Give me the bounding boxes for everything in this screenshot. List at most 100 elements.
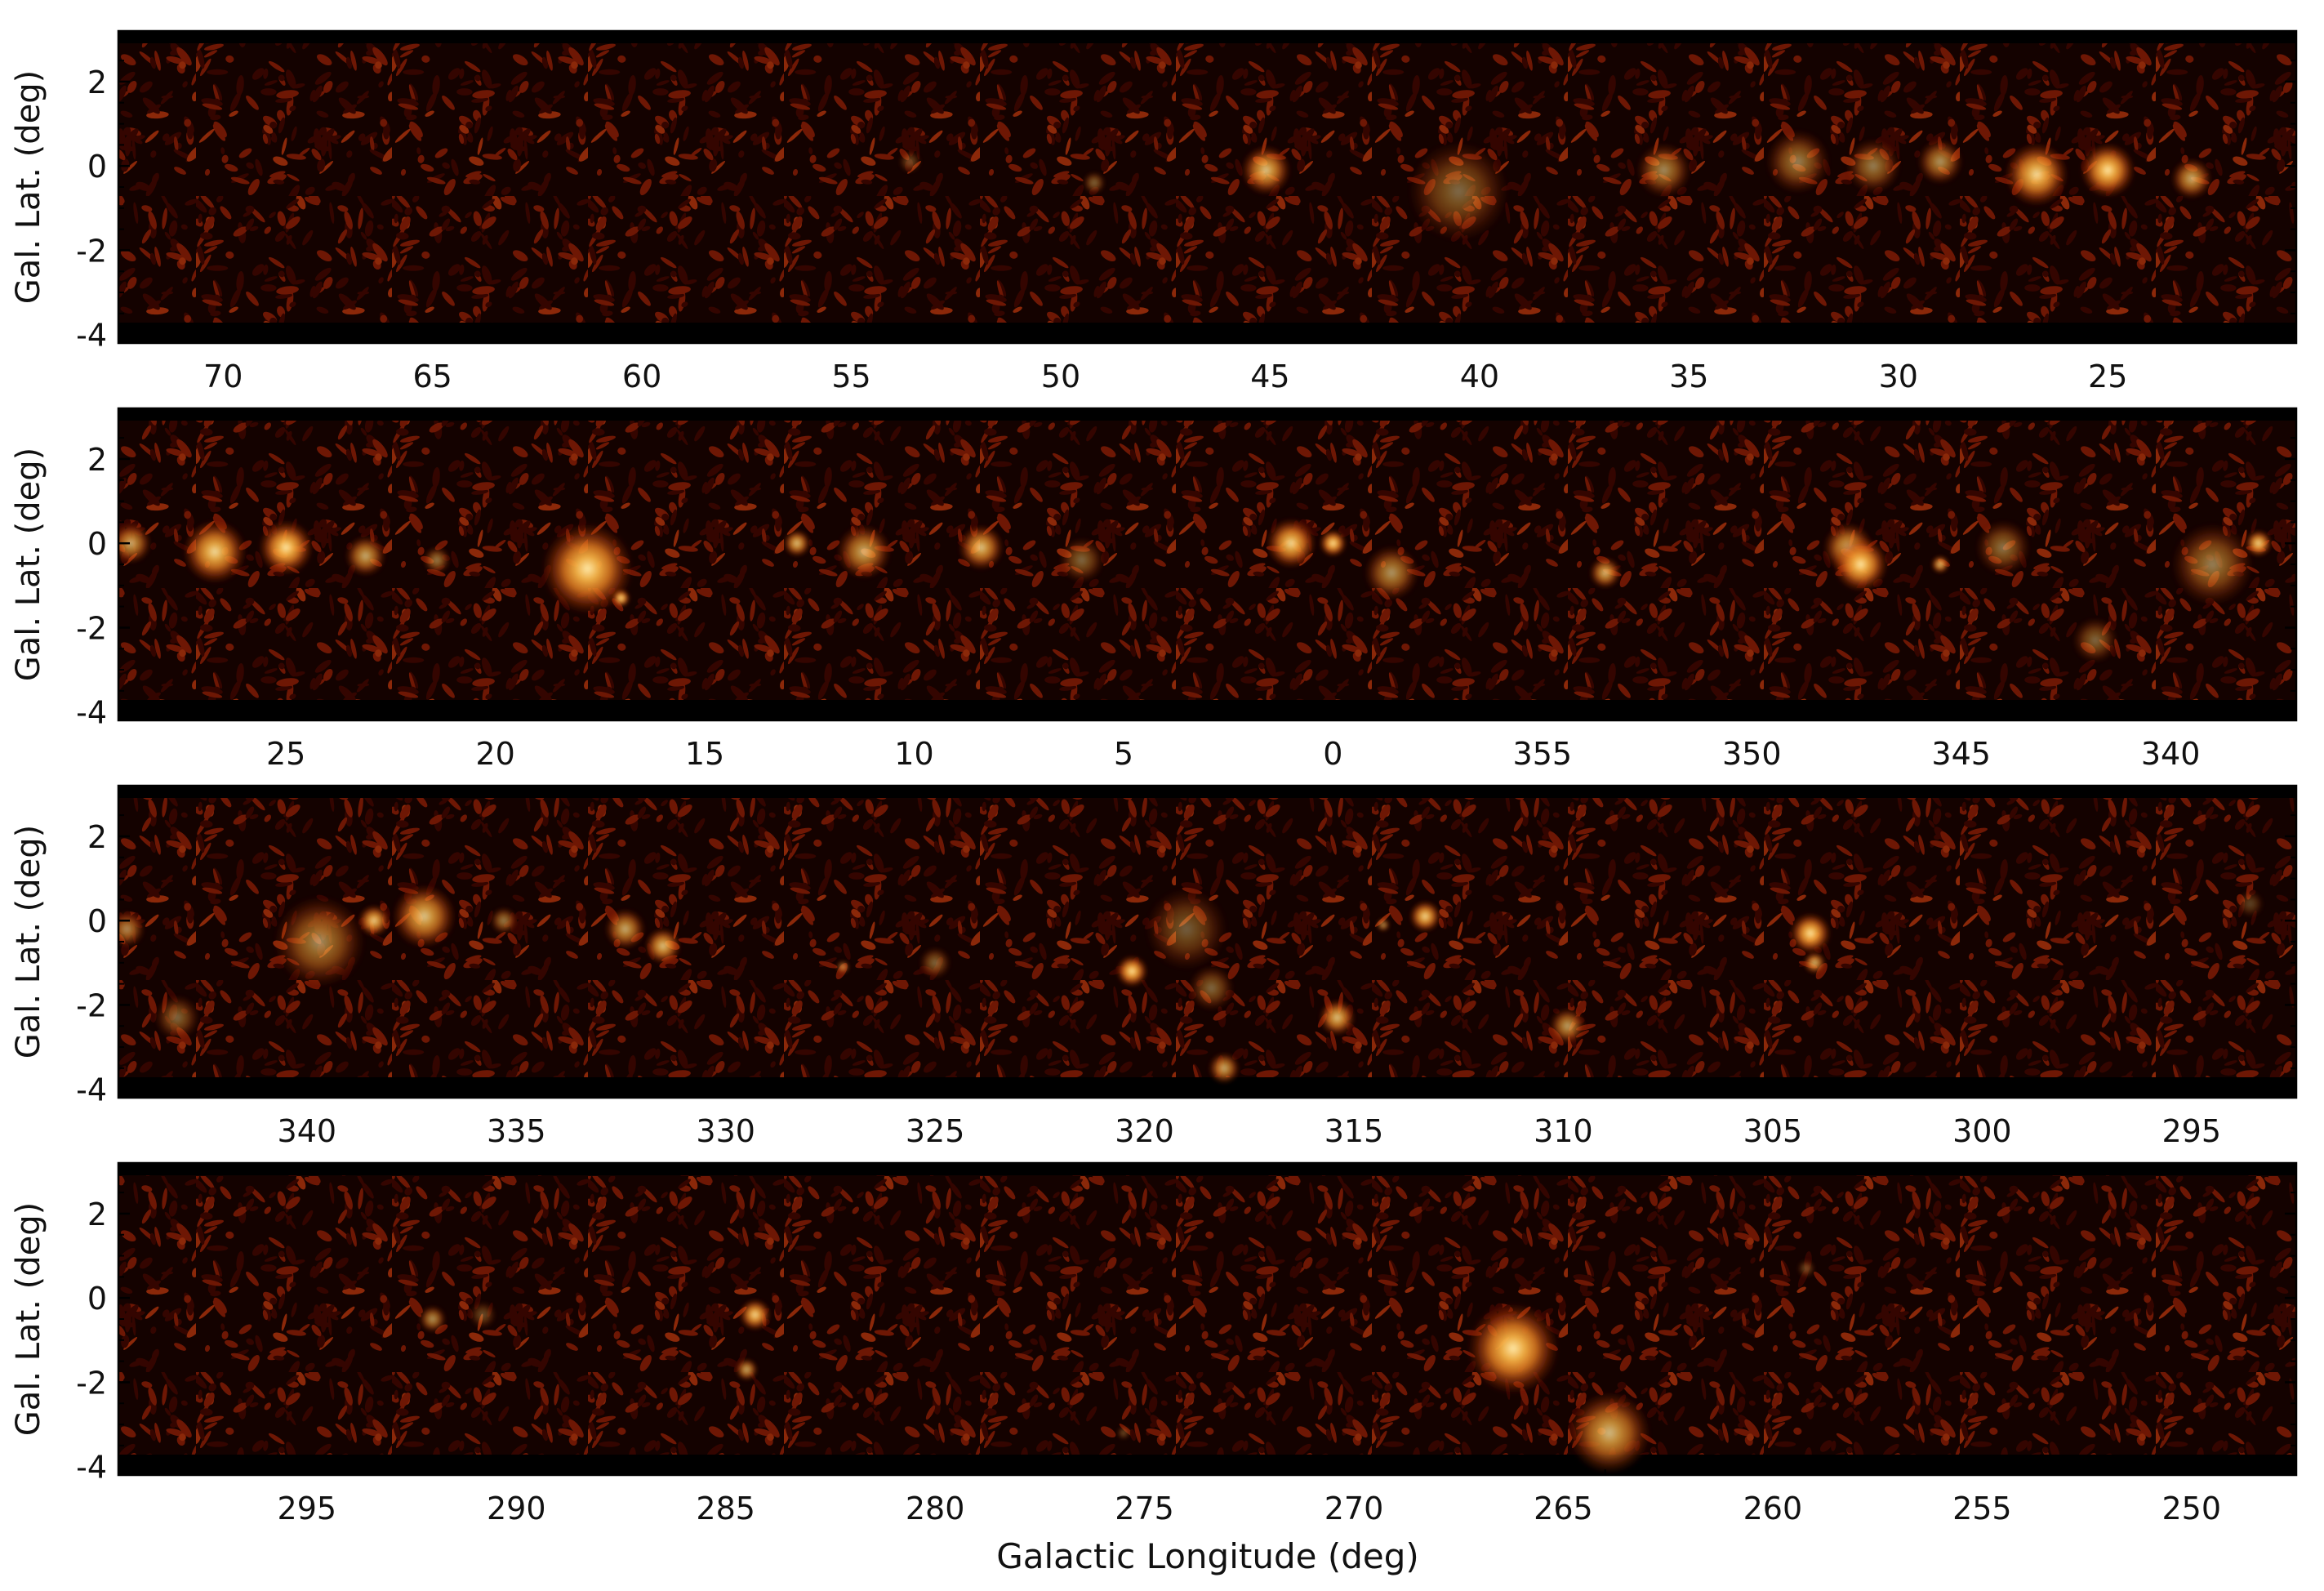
source-2-18: [1930, 555, 1950, 574]
source-3-17: [1376, 917, 1391, 932]
y-axis-label: Gal. Lat. (deg): [10, 448, 47, 682]
y-tick-label: -2: [76, 610, 107, 646]
source-3-3: [273, 895, 366, 988]
source-3-16: [1409, 900, 1441, 933]
y-tick-label: -4: [76, 695, 107, 731]
source-2-8: [783, 529, 811, 558]
x-tick-label: 50: [1041, 359, 1080, 394]
source-3-4: [358, 904, 390, 937]
y-tick-label: 0: [87, 1281, 107, 1317]
x-tick-label: 270: [1325, 1491, 1384, 1526]
x-tick-label: 280: [906, 1491, 965, 1526]
source-3-19: [1789, 912, 1832, 955]
source-1-10: [1082, 171, 1106, 194]
y-axis-label: Gal. Lat. (deg): [10, 1202, 47, 1437]
source-3-2: [154, 994, 200, 1041]
x-tick-label: 15: [685, 736, 724, 772]
source-3-1: [118, 910, 145, 948]
source-3-14: [1208, 1052, 1240, 1085]
x-tick-label: 290: [487, 1491, 546, 1526]
x-tick-label: 310: [1534, 1113, 1593, 1149]
x-tick-label: 355: [1513, 736, 1573, 772]
source-3-21: [2236, 889, 2264, 918]
source-3-8: [644, 927, 682, 965]
source-1-11: [898, 149, 922, 174]
x-tick-label: 345: [1931, 736, 1991, 772]
source-1-2: [1408, 140, 1510, 243]
y-tick-label: 0: [87, 149, 107, 185]
y-tick-label: -4: [76, 1450, 107, 1486]
x-tick-label: 350: [1722, 736, 1782, 772]
y-tick-label: -4: [76, 318, 107, 354]
source-2-14: [1364, 545, 1420, 601]
x-tick-label: 5: [1114, 736, 1133, 772]
emission-map: [118, 421, 2296, 700]
source-4-7: [1116, 1425, 1131, 1440]
source-2-6: [541, 522, 634, 615]
source-2-11: [1058, 537, 1105, 583]
source-3-10: [919, 947, 951, 979]
y-tick-label: 0: [87, 903, 107, 939]
source-3-20: [1803, 951, 1827, 974]
source-1-3: [1636, 142, 1692, 198]
source-1-1: [1240, 145, 1292, 196]
x-tick-label: 325: [906, 1113, 965, 1149]
x-tick-label: 55: [831, 359, 870, 394]
x-tick-label: 265: [1534, 1491, 1593, 1526]
source-3-18: [1549, 1007, 1587, 1045]
x-tick-label: 335: [487, 1113, 546, 1149]
x-tick-label: 295: [278, 1491, 337, 1526]
source-3-15: [1318, 999, 1356, 1036]
source-1-6: [1917, 138, 1964, 185]
y-tick-label: -2: [76, 233, 107, 269]
source-2-17: [1832, 537, 1889, 592]
source-2-12: [1266, 518, 1317, 569]
x-tick-label: 40: [1460, 359, 1499, 394]
x-tick-label: 275: [1115, 1491, 1174, 1526]
source-4-4: [735, 1357, 759, 1381]
source-2-20: [2072, 617, 2118, 664]
source-3-5: [391, 884, 456, 949]
source-3-13: [1188, 965, 1235, 1012]
source-2-13: [1319, 529, 1347, 558]
x-tick-label: 25: [2088, 359, 2127, 394]
source-1-9: [2170, 158, 2213, 200]
x-tick-label: 25: [266, 736, 305, 772]
x-tick-label: 315: [1325, 1113, 1384, 1149]
y-tick-label: 2: [87, 819, 107, 855]
emission-map: [118, 1175, 2296, 1475]
y-tick-label: 2: [87, 65, 107, 100]
y-tick-label: 2: [87, 1197, 107, 1232]
x-tick-label: 35: [1669, 359, 1708, 394]
x-tick-label: 260: [1743, 1491, 1803, 1526]
source-2-15: [1589, 556, 1622, 589]
x-tick-label: 65: [412, 359, 452, 394]
source-3-7: [604, 908, 646, 950]
source-2-7: [612, 589, 630, 608]
source-2-19: [1975, 519, 2031, 576]
x-tick-label: 20: [475, 736, 514, 772]
source-1-8: [2080, 142, 2136, 198]
source-1-4: [1765, 129, 1831, 194]
x-tick-label: 305: [1743, 1113, 1803, 1149]
source-3-9: [835, 960, 850, 974]
x-tick-label: 10: [894, 736, 933, 772]
x-tick-label: 295: [2162, 1113, 2222, 1149]
source-2-10: [958, 524, 1004, 571]
y-tick-label: -2: [76, 987, 107, 1023]
source-1-7: [2004, 142, 2069, 207]
y-tick-label: 2: [87, 442, 107, 478]
source-4-6: [1568, 1391, 1651, 1475]
source-4-8: [1796, 1259, 1816, 1278]
x-tick-label: 45: [1250, 359, 1289, 394]
y-tick-label: -4: [76, 1072, 107, 1108]
source-1-5: [1845, 138, 1901, 194]
source-3-6: [490, 907, 518, 935]
x-tick-label: 70: [203, 359, 243, 394]
source-2-2: [182, 519, 247, 584]
source-2-3: [258, 519, 314, 576]
source-2-4: [345, 535, 386, 577]
source-2-1: [118, 522, 152, 564]
